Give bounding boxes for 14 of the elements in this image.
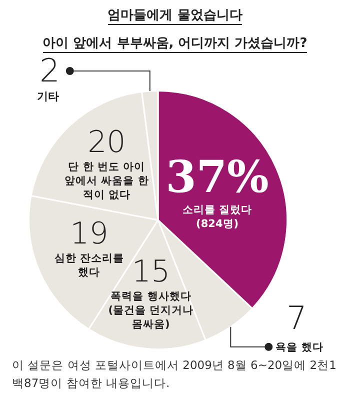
slice-label: 기타 (36, 90, 59, 103)
slice-label: 단 한 번도 아이 앞에서 싸움을 한 적이 없다 (64, 161, 149, 202)
chart-subtitle: 아이 앞에서 부부싸움, 어디까지 가셨습니까? (42, 36, 308, 53)
slice-label: 심한 잔소리를 했다 (54, 252, 124, 279)
data-label: 19 (70, 216, 108, 252)
data-label: 2 (40, 51, 60, 90)
data-label: 7 (286, 299, 307, 338)
data-label: 37% (166, 152, 269, 203)
slice-label: 폭력을 행사했다 (물건을 던지거나 몸싸움) (108, 290, 194, 330)
text: 이 설문은 여성 포털사이트에서 2009년 8월 6~20일에 2천1백87명이 참여한 내용입니다. (11, 357, 338, 392)
data-label: 15 (132, 254, 170, 290)
chart-title: 엄마들에게 물었습니다 (108, 8, 242, 25)
data-label: 20 (88, 125, 126, 160)
slice-label: 소리를 질렀다 (824명) (182, 204, 252, 230)
